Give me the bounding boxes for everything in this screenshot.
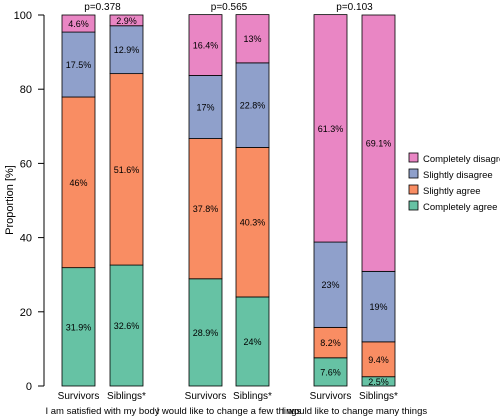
group-label: I would like to change many things [282,406,427,417]
bar-segment [361,270,396,343]
x-tick-label: Survivors [58,391,100,402]
data-label: 22.8% [240,101,266,111]
bar-segment [61,31,96,98]
legend-swatch [408,200,419,211]
group-label: I am satisfied with my body [45,406,159,417]
p-value-label: p=0.565 [211,2,248,13]
bar-group: 31.9% 46% 17.5% 4.6% Survivors 32.6% 51.6% 12.9… [45,2,159,417]
x-tick-label: Siblings* [107,391,146,402]
bar-segment [109,264,144,387]
bar-segment [109,14,144,27]
x-tick-label: Survivors [310,391,352,402]
bar-segment [361,341,396,378]
bar-segment [313,241,348,328]
bar-group: 28.9% 37.8% 17% 16.4% Survivors 24% 40.3% 22.8%… [157,2,302,417]
data-label: 23% [321,280,339,290]
bar-segment [109,25,144,75]
bar-segment [313,326,348,359]
y-tick-label: 20 [20,307,32,319]
bar-segment [361,14,396,272]
bar-segment [188,75,223,139]
data-label: 17.5% [66,60,92,70]
p-value-label: p=0.103 [336,2,373,13]
bar-segment [313,14,348,243]
bar-segment [235,147,270,298]
group-label: I would like to change a few things [157,406,302,417]
legend-swatch [408,168,419,179]
y-tick-label: 60 [20,158,32,170]
data-label: 24% [243,337,261,347]
bar-segment [61,14,96,33]
data-label: 61.3% [318,124,344,134]
data-label: 37.8% [193,204,219,214]
bar-segment [188,278,223,387]
legend-swatch [408,184,419,195]
y-tick-label: 0 [26,381,32,393]
bar-segment [235,62,270,148]
legend-swatch [408,152,419,163]
x-tick-label: Siblings* [233,391,272,402]
data-label: 9.4% [368,355,389,365]
legend-label: Completely agree [423,202,497,213]
data-label: 40.3% [240,218,266,228]
data-label: 13% [243,34,261,44]
legend-label: Slightly agree [423,186,481,197]
y-tick-label: 80 [20,84,32,96]
data-label: 31.9% [66,322,92,332]
bar-segment [235,14,270,64]
bars-layer: 31.9% 46% 17.5% 4.6% Survivors 32.6% 51.6% 12.9… [45,2,427,417]
data-label: 12.9% [114,45,140,55]
x-tick-label: Siblings* [359,391,398,402]
bar-group: 7.6% 8.2% 23% 61.3% Survivors 2.5% 9.4% 19% 69.1… [282,2,427,417]
legend: Completely disagree Slightly disagree Slig… [408,152,500,213]
data-label: 32.6% [114,321,140,331]
data-label: 4.6% [68,19,89,29]
data-label: 28.9% [193,328,219,338]
bar-segment [109,73,144,266]
data-label: 2.9% [116,16,137,26]
bar-segment [61,96,96,269]
data-label: 19% [369,302,387,312]
p-value-label: p=0.378 [84,2,121,13]
bar-segment [61,267,96,387]
legend-label: Completely disagree [423,154,500,165]
bar-segment [313,357,348,387]
legend-label: Slightly disagree [423,170,493,181]
data-label: 2.5% [368,377,389,387]
data-label: 7.6% [320,367,341,377]
y-axis-label: Proportion [%] [4,165,16,235]
data-label: 16.4% [193,41,219,51]
y-axis: 0 20 40 60 80 100 [14,10,45,393]
x-tick-label: Survivors [185,391,227,402]
y-tick-label: 100 [14,10,32,22]
y-tick-label: 40 [20,233,32,245]
bar-segment [235,296,270,387]
data-label: 17% [196,103,214,113]
bar-segment [188,14,223,76]
data-label: 51.6% [114,165,140,175]
data-label: 69.1% [366,139,392,149]
data-label: 8.2% [320,338,341,348]
data-label: 46% [69,178,87,188]
